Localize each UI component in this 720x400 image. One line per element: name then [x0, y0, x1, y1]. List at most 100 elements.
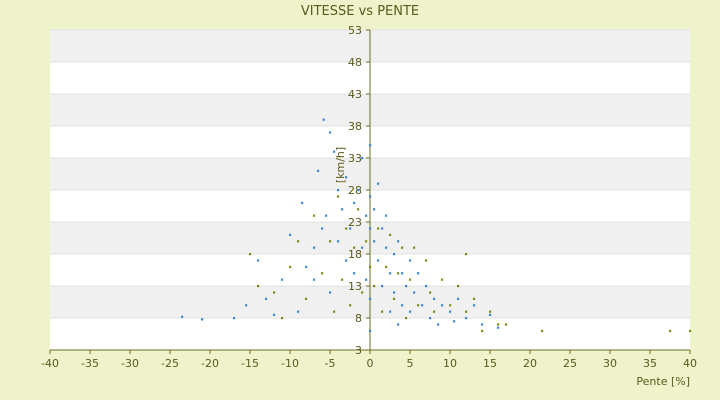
- data-point: [373, 240, 376, 243]
- data-point: [373, 285, 376, 288]
- data-point: [449, 310, 452, 313]
- data-point: [369, 329, 372, 332]
- x-tick-label: -30: [121, 357, 139, 370]
- data-point: [281, 317, 284, 320]
- x-tick-label: -20: [201, 357, 219, 370]
- x-tick-label: 15: [483, 357, 497, 370]
- data-point: [357, 208, 360, 211]
- data-point: [313, 246, 316, 249]
- data-point: [369, 227, 372, 230]
- data-point: [389, 272, 392, 275]
- data-point: [481, 323, 484, 326]
- data-point: [417, 272, 420, 275]
- y-tick-label: 18: [348, 248, 362, 261]
- y-tick-label: 53: [348, 24, 362, 37]
- data-point: [377, 259, 380, 262]
- data-point: [313, 214, 316, 217]
- data-point: [465, 310, 468, 313]
- data-point: [473, 297, 476, 300]
- data-point: [281, 278, 284, 281]
- data-point: [301, 201, 304, 204]
- data-point: [369, 297, 372, 300]
- data-point: [353, 246, 356, 249]
- data-point: [365, 240, 368, 243]
- x-tick-label: 35: [643, 357, 657, 370]
- data-point: [345, 259, 348, 262]
- x-tick-label: 40: [683, 357, 697, 370]
- y-tick-label: 33: [348, 152, 362, 165]
- data-point: [297, 310, 300, 313]
- data-point: [465, 253, 468, 256]
- data-point: [233, 317, 236, 320]
- x-tick-label: -35: [81, 357, 99, 370]
- x-tick-label: 20: [523, 357, 537, 370]
- x-tick-label: -10: [281, 357, 299, 370]
- data-point: [321, 227, 324, 230]
- y-tick-label: 3: [355, 344, 362, 357]
- data-point: [349, 304, 352, 307]
- data-point: [265, 297, 268, 300]
- y-tick-label: 13: [348, 280, 362, 293]
- x-tick-label: -40: [41, 357, 59, 370]
- data-point: [181, 315, 184, 318]
- data-point: [397, 272, 400, 275]
- data-point: [305, 265, 308, 268]
- data-point: [401, 246, 404, 249]
- y-tick-label: 8: [355, 312, 362, 325]
- data-point: [437, 323, 440, 326]
- data-point: [441, 304, 444, 307]
- x-tick-label: -15: [241, 357, 259, 370]
- x-tick-label: 0: [367, 357, 374, 370]
- data-point: [381, 227, 384, 230]
- x-tick-label: -25: [161, 357, 179, 370]
- chart-title: VITESSE vs PENTE: [301, 4, 419, 19]
- y-axis-label: [km/h]: [334, 147, 347, 183]
- data-point: [421, 304, 424, 307]
- data-point: [505, 323, 508, 326]
- data-point: [393, 297, 396, 300]
- data-point: [689, 329, 692, 332]
- data-point: [393, 291, 396, 294]
- data-point: [481, 329, 484, 332]
- data-point: [357, 189, 360, 192]
- data-point: [541, 329, 544, 332]
- data-point: [397, 240, 400, 243]
- data-point: [413, 246, 416, 249]
- data-points: [181, 118, 692, 332]
- data-point: [361, 246, 364, 249]
- data-point: [417, 304, 420, 307]
- y-tick-label: 23: [348, 216, 362, 229]
- data-point: [453, 320, 456, 323]
- data-point: [322, 118, 325, 121]
- data-point: [361, 291, 364, 294]
- x-axis-label: Pente [%]: [636, 375, 690, 388]
- data-point: [457, 285, 460, 288]
- data-point: [489, 310, 492, 313]
- data-point: [381, 310, 384, 313]
- y-tick-label: 38: [348, 120, 362, 133]
- data-point: [385, 265, 388, 268]
- data-point: [313, 278, 316, 281]
- data-point: [365, 214, 368, 217]
- data-point: [405, 317, 408, 320]
- data-point: [329, 291, 332, 294]
- data-point: [429, 291, 432, 294]
- data-point: [345, 176, 348, 179]
- data-point: [433, 310, 436, 313]
- x-tick-label: -5: [325, 357, 336, 370]
- data-point: [393, 253, 396, 256]
- x-tick-label: 30: [603, 357, 617, 370]
- data-point: [329, 240, 332, 243]
- data-point: [425, 285, 428, 288]
- data-point: [333, 310, 336, 313]
- data-point: [341, 278, 344, 281]
- data-point: [377, 227, 380, 230]
- data-point: [273, 313, 276, 316]
- data-point: [349, 227, 352, 230]
- data-point: [433, 297, 436, 300]
- data-point: [497, 326, 500, 329]
- x-tick-label: 25: [563, 357, 577, 370]
- data-point: [381, 285, 384, 288]
